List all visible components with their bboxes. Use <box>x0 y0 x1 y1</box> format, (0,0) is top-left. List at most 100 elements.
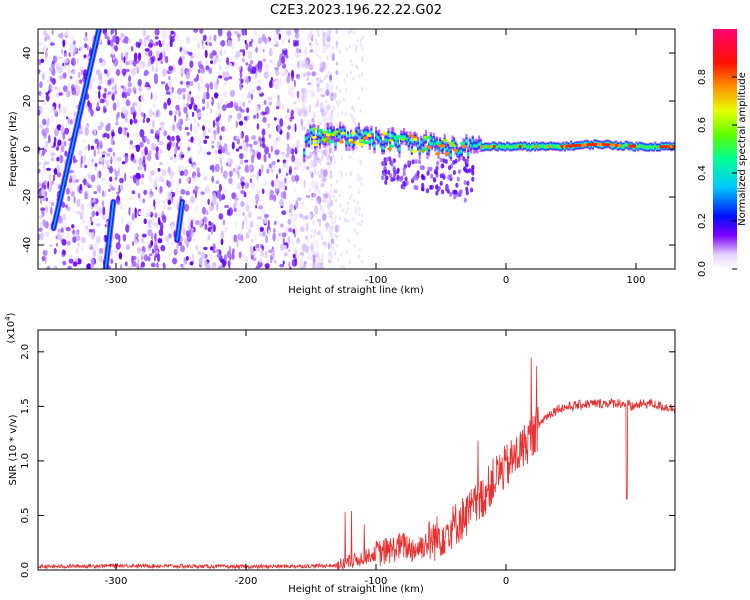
noise-blob <box>75 104 79 109</box>
noise-blob <box>282 182 286 190</box>
trace-cell <box>364 131 367 134</box>
noise-blob <box>141 237 144 244</box>
noise-blob <box>127 81 132 88</box>
noise-blob <box>248 43 253 48</box>
noise-blob <box>336 243 339 248</box>
noise-blob <box>38 227 43 233</box>
noise-blob <box>309 42 312 46</box>
trace-core <box>534 145 538 149</box>
noise-blob <box>325 99 328 104</box>
noise-blob <box>38 183 43 188</box>
trace-cell <box>339 129 342 132</box>
noise-blob <box>261 208 266 216</box>
noise-blob <box>245 62 249 66</box>
noise-blob <box>194 190 197 199</box>
noise-blob <box>144 135 148 142</box>
trace-hotspot <box>312 139 318 143</box>
noise-blob <box>214 149 218 155</box>
noise-blob <box>251 66 257 74</box>
noise-blob <box>359 42 362 47</box>
noise-blob <box>90 145 95 150</box>
colorbar: 0.00.20.40.60.8 Normalized spectral ampl… <box>697 29 748 277</box>
noise-blob <box>131 67 136 77</box>
noise-blob <box>38 168 41 174</box>
noise-blob <box>159 121 165 126</box>
noise-blob <box>289 203 294 210</box>
trace-hotspot <box>366 133 372 137</box>
noise-blob <box>84 164 88 169</box>
noise-blob <box>38 69 41 73</box>
trace-core <box>633 144 636 148</box>
noise-blob <box>331 247 334 252</box>
noise-blob <box>196 73 199 81</box>
noise-blob <box>100 121 104 128</box>
noise-blob <box>269 59 273 63</box>
trace-cell <box>644 145 647 149</box>
noise-blob <box>239 49 243 53</box>
noise-blob <box>197 69 201 74</box>
noise-blob <box>127 220 132 225</box>
noise-blob <box>115 242 121 250</box>
noise-blob <box>285 29 292 36</box>
noise-blob <box>236 239 239 248</box>
noise-blob <box>322 32 327 37</box>
noise-blob <box>273 194 277 202</box>
trace-core <box>612 143 616 147</box>
snr-panel: -300 -200 -100 00.00.51.01.52.0 Height of s… <box>4 312 676 595</box>
noise-blob <box>119 65 123 70</box>
noise-blob <box>357 190 360 195</box>
noise-blob <box>277 94 280 101</box>
noise-blob <box>234 54 239 60</box>
noise-blob <box>319 149 322 154</box>
noise-blob <box>296 61 300 68</box>
trace-tail <box>439 180 443 186</box>
noise-blob <box>50 114 54 122</box>
noise-blob <box>144 48 150 52</box>
noise-blob <box>88 232 91 237</box>
noise-blob <box>162 49 166 58</box>
noise-blob <box>174 146 178 155</box>
noise-blob <box>46 167 51 171</box>
trace-hotspot <box>389 144 395 148</box>
noise-blob <box>72 235 77 243</box>
noise-blob <box>98 255 103 263</box>
noise-blob <box>302 163 306 172</box>
trace-core <box>560 144 564 148</box>
noise-blob <box>140 111 145 118</box>
noise-blob <box>284 252 288 257</box>
trace-cell <box>307 141 311 144</box>
noise-blob <box>48 244 54 248</box>
noise-blob <box>246 78 249 84</box>
noise-blob <box>308 89 314 95</box>
noise-blob <box>53 168 58 174</box>
trace-tail <box>419 165 423 171</box>
noise-blob <box>302 100 306 110</box>
trace-tail <box>454 189 458 195</box>
noise-blob <box>257 205 264 210</box>
noise-blob <box>113 140 115 145</box>
noise-blob <box>228 62 233 67</box>
noise-blob <box>216 253 221 258</box>
noise-blob <box>326 109 329 114</box>
trace-tail <box>455 182 459 188</box>
noise-blob <box>273 228 276 233</box>
noise-blob <box>338 49 341 54</box>
noise-blob <box>361 86 364 91</box>
noise-blob <box>147 229 153 237</box>
noise-blob <box>298 96 301 103</box>
noise-blob <box>133 90 137 94</box>
noise-blob <box>311 257 314 262</box>
trace-tail <box>405 180 409 186</box>
noise-blob <box>352 198 355 203</box>
noise-blob <box>155 50 160 58</box>
trace-tail <box>382 171 386 177</box>
noise-blob <box>294 29 299 34</box>
noise-blob <box>77 242 80 247</box>
noise-blob <box>169 175 174 180</box>
trace-tail <box>406 160 410 166</box>
noise-blob <box>325 190 328 195</box>
noise-blob <box>300 118 304 127</box>
noise-blob <box>232 167 236 173</box>
trace-cell <box>502 145 506 149</box>
noise-blob <box>255 46 259 53</box>
